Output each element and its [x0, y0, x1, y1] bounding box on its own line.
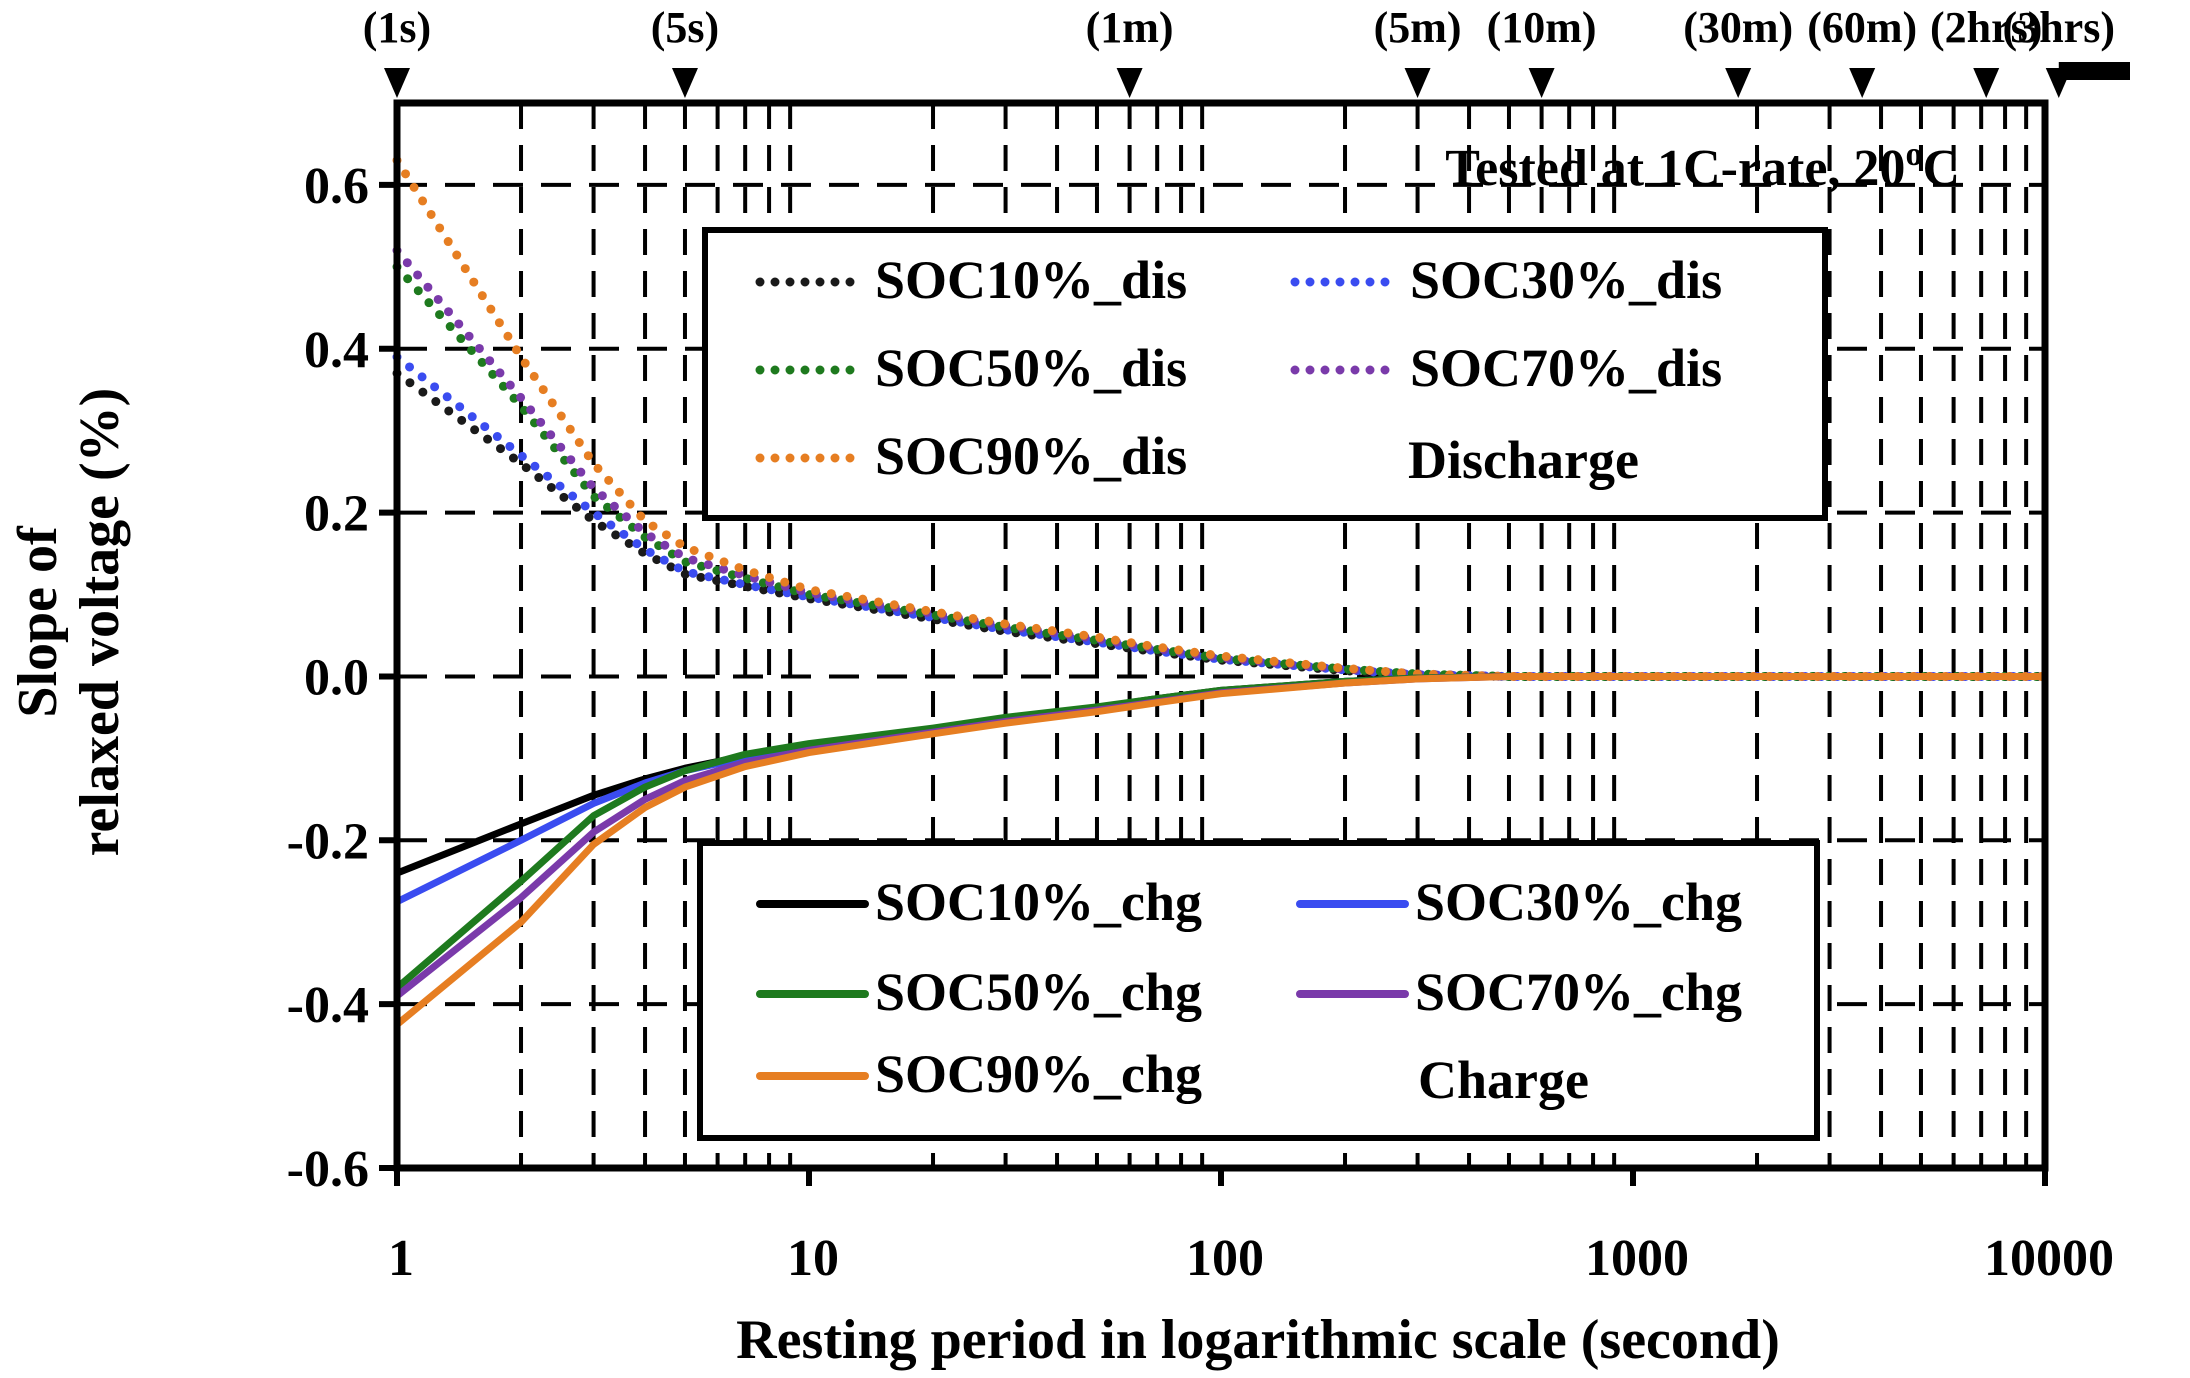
y-tick-label: -0.6 — [287, 1141, 369, 1198]
legend-entry-label: SOC10%_chg — [875, 872, 1202, 932]
annotation-suffix: C — [1922, 140, 1960, 197]
y-tick-label: 0.6 — [304, 158, 369, 215]
axis-layer: -0.6 -0.4 -0.2 0.0 0.2 0.4 0.6 1 10 100 1000 10000 — [287, 99, 2114, 1287]
legend-entry-label: SOC30%_dis — [1410, 250, 1722, 310]
x-tick-label: 1000 — [1585, 1230, 1689, 1287]
time-marker-label: (5m) — [1374, 3, 1462, 52]
time-marker-label: (3hrs) — [2003, 3, 2115, 52]
test-condition-annotation: Tested at 1C-rate, 20oC — [1445, 136, 1960, 197]
legend-discharge-group-label: Discharge — [1408, 430, 1639, 490]
legend-entry-label: SOC50%_dis — [875, 338, 1187, 398]
legend-charge-group-label: Charge — [1418, 1050, 1589, 1110]
legend-charge-box — [697, 840, 1820, 1141]
legend-entry-label: SOC30%_chg — [1415, 872, 1742, 932]
y-axis-title-line-2: relaxed voltage (%) — [69, 388, 131, 857]
legend-entry-label: SOC50%_chg — [875, 962, 1202, 1022]
time-marker-triangle — [1404, 68, 1431, 98]
series-line-soc90-chg — [393, 673, 2049, 1029]
legend-entry-label: SOC70%_dis — [1410, 338, 1722, 398]
legend-entry-label: SOC90%_dis — [875, 426, 1187, 486]
time-marker-triangle — [1116, 68, 1143, 98]
time-marker-layer: (1s) (5s) (1m) (5m) (10m) (30m) (60m) (2hrs)(3h… — [363, 3, 2130, 98]
time-marker-triangle — [384, 68, 410, 98]
time-marker-label: (10m) — [1487, 3, 1597, 52]
legend-charge: SOC10%_chg SOC30%_chg SOC50%_chg SOC70%_chg… — [697, 840, 1820, 1141]
x-tick-label: 1 — [388, 1230, 414, 1287]
time-marker-label: (1s) — [363, 3, 431, 52]
series-layer — [392, 155, 2050, 1029]
time-marker-label: (60m) — [1807, 3, 1917, 52]
legend-discharge-box — [702, 227, 1828, 521]
time-marker-triangle — [1528, 68, 1555, 98]
time-marker-triangle — [1973, 68, 2000, 98]
time-marker-label: (5s) — [651, 3, 719, 52]
y-tick-label: -0.4 — [287, 977, 369, 1034]
annotation-prefix: Tested at 1C-rate, 20 — [1445, 140, 1905, 197]
annotation-superscript: o — [1905, 136, 1922, 173]
legend-entry-label: SOC90%_chg — [875, 1044, 1202, 1104]
time-marker-label: (30m) — [1683, 3, 1793, 52]
time-marker-triangle — [1849, 68, 1876, 98]
y-tick-label: 0.4 — [304, 322, 369, 379]
x-tick-label: 10 — [787, 1230, 839, 1287]
time-extension-bar — [2058, 62, 2130, 80]
legend-entry-label: SOC70%_chg — [1415, 962, 1742, 1022]
time-marker-triangle — [1725, 68, 1752, 98]
x-tick-label: 100 — [1186, 1230, 1264, 1287]
y-axis-title: Slope of relaxed voltage (%) — [7, 388, 131, 857]
annotation-label: Tested at 1C-rate, 20oC — [1445, 136, 1960, 197]
y-tick-label: -0.2 — [287, 813, 369, 870]
legend-entry-label: SOC10%_dis — [875, 250, 1187, 310]
time-marker-label: (2hrs) — [1930, 3, 2042, 52]
legend-discharge: SOC10%_dis SOC30%_dis SOC50%_dis SOC70%_dis… — [702, 227, 1828, 521]
x-axis-title: Resting period in logarithmic scale (sec… — [736, 1309, 1780, 1371]
time-marker-label: (1m) — [1086, 3, 1174, 52]
y-axis-title-line-1: Slope of — [7, 525, 69, 718]
y-tick-label: 0.0 — [304, 649, 369, 706]
x-tick-label: 10000 — [1984, 1230, 2114, 1287]
time-marker-triangle — [671, 68, 698, 98]
y-tick-label: 0.2 — [304, 486, 369, 543]
